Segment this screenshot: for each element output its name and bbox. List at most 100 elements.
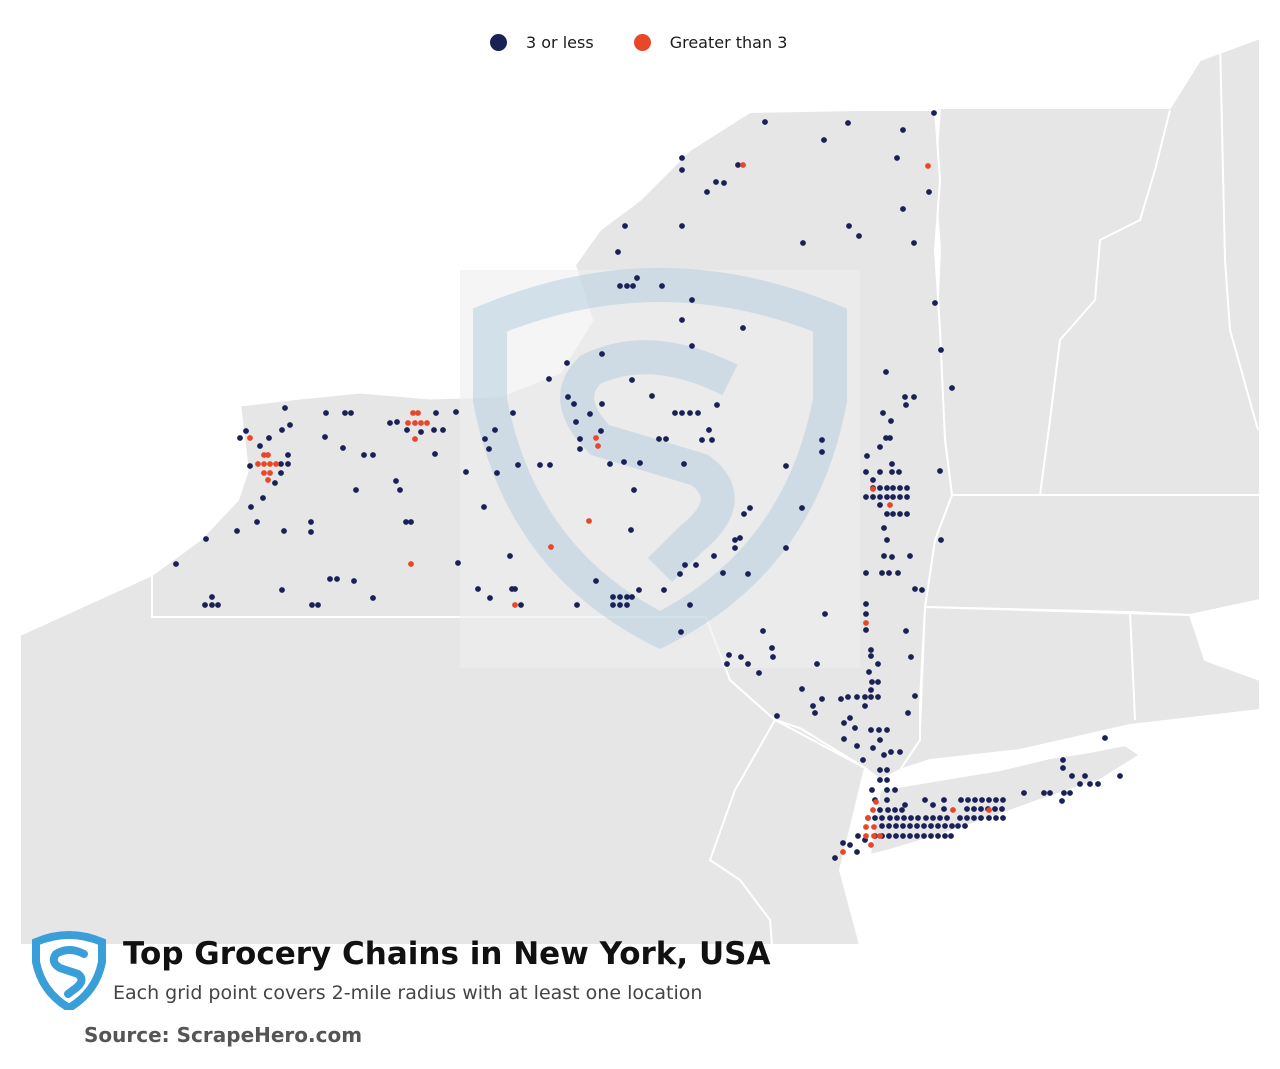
grid-point-low: [971, 806, 977, 812]
grid-point-low: [921, 823, 927, 829]
grid-point-high: [265, 452, 271, 458]
grid-point-low: [351, 578, 357, 584]
grid-point-low: [607, 461, 613, 467]
grid-point-low: [928, 823, 934, 829]
grid-point-low: [899, 807, 905, 813]
grid-point-low: [890, 494, 896, 500]
grid-point-low: [243, 428, 249, 434]
grid-point-low: [1087, 781, 1093, 787]
grid-point-low: [904, 485, 910, 491]
grid-point-high: [593, 435, 599, 441]
grid-point-low: [855, 833, 861, 839]
grid-point-low: [695, 410, 701, 416]
grid-point-low: [681, 461, 687, 467]
grid-point-low: [340, 445, 346, 451]
grid-point-low: [487, 595, 493, 601]
grid-point-low: [944, 815, 950, 821]
grid-point-low: [884, 727, 890, 733]
massachusetts-region: [923, 494, 1261, 617]
grid-point-low: [999, 806, 1005, 812]
grid-point-low: [822, 611, 828, 617]
grid-point-low: [783, 545, 789, 551]
grid-point-low: [942, 823, 948, 829]
grid-point-low: [403, 519, 409, 525]
grid-point-low: [1041, 790, 1047, 796]
grid-point-low: [564, 360, 570, 366]
grid-point-high: [950, 807, 956, 813]
grid-point-low: [769, 645, 775, 651]
chart-title: Top Grocery Chains in New York, USA: [123, 936, 771, 972]
grid-point-low: [868, 687, 874, 693]
grid-point-low: [879, 570, 885, 576]
grid-point-low: [1059, 798, 1065, 804]
grid-point-low: [901, 815, 907, 821]
grid-point-low: [1021, 790, 1027, 796]
grid-point-low: [958, 797, 964, 803]
grid-point-low: [856, 233, 862, 239]
grid-point-low: [868, 653, 874, 659]
grid-point-low: [308, 529, 314, 535]
map-area: [19, 36, 1261, 945]
grid-point-low: [453, 409, 459, 415]
grid-point-low: [869, 787, 875, 793]
grid-point-low: [735, 162, 741, 168]
grid-point-high: [410, 410, 416, 416]
grid-point-low: [481, 504, 487, 510]
grid-point-low: [869, 679, 875, 685]
grid-point-low: [599, 351, 605, 357]
grid-point-low: [741, 511, 747, 517]
grid-point-low: [845, 120, 851, 126]
grid-point-low: [617, 594, 623, 600]
grid-point-high: [863, 824, 869, 830]
grid-point-low: [512, 586, 518, 592]
grid-point-low: [679, 410, 685, 416]
grid-point-low: [663, 436, 669, 442]
grid-point-high: [261, 461, 267, 467]
grid-point-low: [877, 767, 883, 773]
grid-point-low: [610, 594, 616, 600]
grid-point-low: [631, 487, 637, 493]
grid-point-low: [322, 434, 328, 440]
grid-point-low: [889, 469, 895, 475]
grid-point-low: [334, 576, 340, 582]
grid-point-low: [629, 377, 635, 383]
grid-point-low: [863, 570, 869, 576]
grid-point-low: [941, 797, 947, 803]
grid-point-low: [756, 670, 762, 676]
grid-point-low: [862, 703, 868, 709]
grid-point-low: [257, 443, 263, 449]
grid-point-low: [864, 453, 870, 459]
new-york-map: [19, 36, 1261, 945]
grid-point-low: [678, 629, 684, 635]
scrapehero-logo: [32, 931, 106, 1010]
grid-point-low: [894, 815, 900, 821]
grid-point-low: [433, 410, 439, 416]
grid-point-low: [704, 189, 710, 195]
grid-point-low: [884, 797, 890, 803]
grid-point-low: [893, 833, 899, 839]
grid-point-low: [1000, 797, 1006, 803]
grid-points-layer: [173, 110, 1123, 861]
grid-point-low: [866, 669, 872, 675]
grid-point-low: [1047, 790, 1053, 796]
grid-point-low: [431, 427, 437, 433]
grid-point-low: [689, 297, 695, 303]
grid-point-low: [1060, 765, 1066, 771]
grid-point-low: [877, 807, 883, 813]
grid-point-low: [278, 461, 284, 467]
grid-point-high: [586, 518, 592, 524]
grid-point-low: [962, 823, 968, 829]
grid-point-low: [361, 452, 367, 458]
grid-point-low: [494, 470, 500, 476]
grid-point-low: [897, 511, 903, 517]
grid-point-low: [721, 180, 727, 186]
grid-point-low: [868, 647, 874, 653]
grid-point-low: [404, 427, 410, 433]
grid-point-high: [863, 620, 869, 626]
chart-subtitle: Each grid point covers 2-mile radius wit…: [113, 982, 703, 1004]
grid-point-low: [571, 401, 577, 407]
grid-point-low: [726, 652, 732, 658]
grid-point-low: [455, 560, 461, 566]
grid-point-low: [884, 494, 890, 500]
grid-point-high: [267, 470, 273, 476]
